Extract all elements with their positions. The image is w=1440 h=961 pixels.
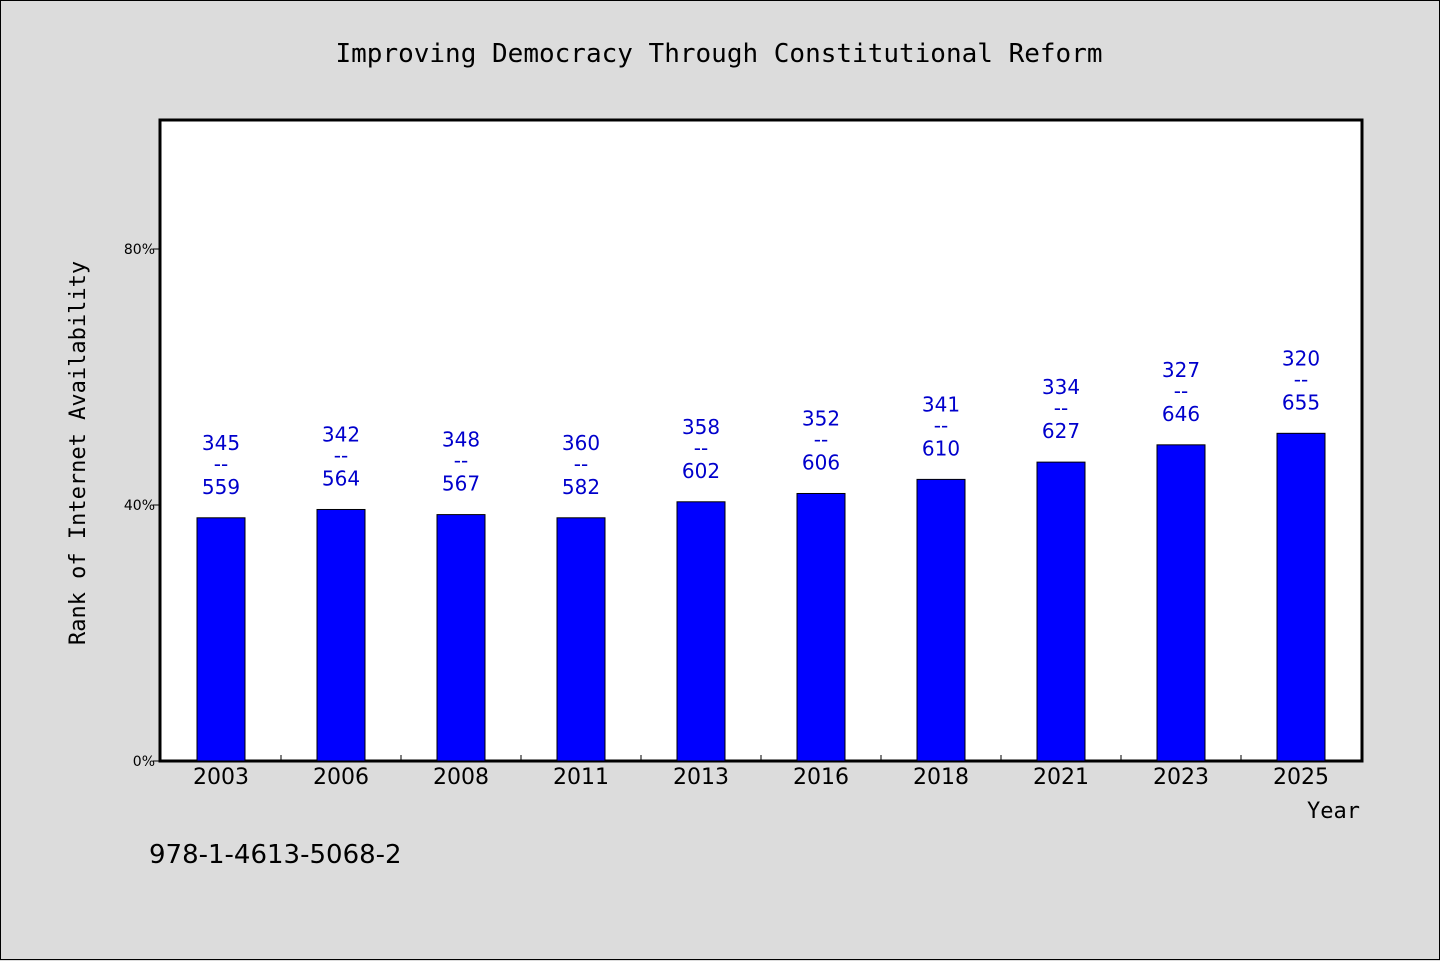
- x-axis-label: Year: [1307, 799, 1360, 824]
- bar-label-top: 341: [922, 392, 960, 416]
- bar-label-separator: --: [1174, 379, 1188, 403]
- x-tick-label: 2016: [793, 765, 849, 790]
- x-tick-label: 2021: [1033, 765, 1089, 790]
- bar-label-bottom: 610: [922, 436, 960, 460]
- x-tick-label: 2018: [913, 765, 969, 790]
- x-tick-label: 2025: [1273, 765, 1329, 790]
- bar-2006: [316, 508, 366, 762]
- x-tick-label: 2013: [673, 765, 729, 790]
- bar-label-top: 320: [1282, 346, 1320, 370]
- bar-2003: [196, 517, 246, 762]
- bar-label-separator: --: [454, 449, 468, 473]
- y-axis-label: Rank of Internet Availability: [66, 261, 91, 645]
- bar-2021: [1036, 461, 1086, 762]
- bar-label-top: 342: [322, 422, 360, 446]
- bar-2025: [1276, 432, 1326, 762]
- y-axis: 0% 40% 80%: [124, 242, 161, 770]
- x-tick-label: 2006: [313, 765, 369, 790]
- bar-label-separator: --: [1054, 396, 1068, 420]
- bar-label-separator: --: [214, 452, 228, 476]
- bar-label-top: 334: [1042, 375, 1080, 399]
- data-labels-group: 345--559342--564348--567360--582358--602…: [202, 346, 1320, 498]
- bar-2018: [916, 478, 966, 762]
- bar-label-separator: --: [1294, 367, 1308, 391]
- bar-label-top: 352: [802, 406, 840, 430]
- y-tick-label: 80%: [124, 242, 155, 258]
- bar-label-bottom: 567: [442, 472, 480, 496]
- x-tick-label: 2008: [433, 765, 489, 790]
- bar-label-top: 348: [442, 428, 480, 452]
- y-tick-label: 40%: [124, 498, 155, 514]
- bar-label-top: 345: [202, 431, 240, 455]
- bar-label-bottom: 559: [202, 475, 240, 499]
- y-tick-label: 0%: [133, 754, 155, 770]
- x-tick-label: 2011: [553, 765, 609, 790]
- bars-group: [196, 432, 1326, 762]
- bar-label-bottom: 582: [562, 475, 600, 499]
- bar-2008: [436, 514, 486, 762]
- bar-label-top: 327: [1162, 358, 1200, 382]
- bar-label-bottom: 606: [802, 450, 840, 474]
- bar-label-separator: --: [574, 452, 588, 476]
- bar-label-top: 360: [562, 431, 600, 455]
- bar-2011: [556, 517, 606, 762]
- bar-label-separator: --: [334, 443, 348, 467]
- x-tick-label: 2003: [193, 765, 249, 790]
- bar-label-bottom: 627: [1042, 419, 1080, 443]
- bar-label-top: 358: [682, 415, 720, 439]
- bar-2023: [1156, 444, 1206, 762]
- bar-label-bottom: 646: [1162, 402, 1200, 426]
- x-axis: 2003 2006 2008 2011 2013 2016 2018 2021 2023 2025: [193, 755, 1329, 790]
- x-tick-label: 2023: [1153, 765, 1209, 790]
- bar-label-bottom: 602: [682, 459, 720, 483]
- bar-label-bottom: 655: [1282, 390, 1320, 414]
- bar-label-separator: --: [934, 413, 948, 437]
- bar-label-separator: --: [694, 436, 708, 460]
- isbn-text: 978-1-4613-5068-2: [149, 840, 402, 870]
- bar-2013: [676, 501, 726, 762]
- bar-label-separator: --: [814, 427, 828, 451]
- bar-2016: [796, 492, 846, 762]
- bar-label-bottom: 564: [322, 466, 360, 490]
- chart-title: Improving Democracy Through Constitution…: [335, 39, 1102, 69]
